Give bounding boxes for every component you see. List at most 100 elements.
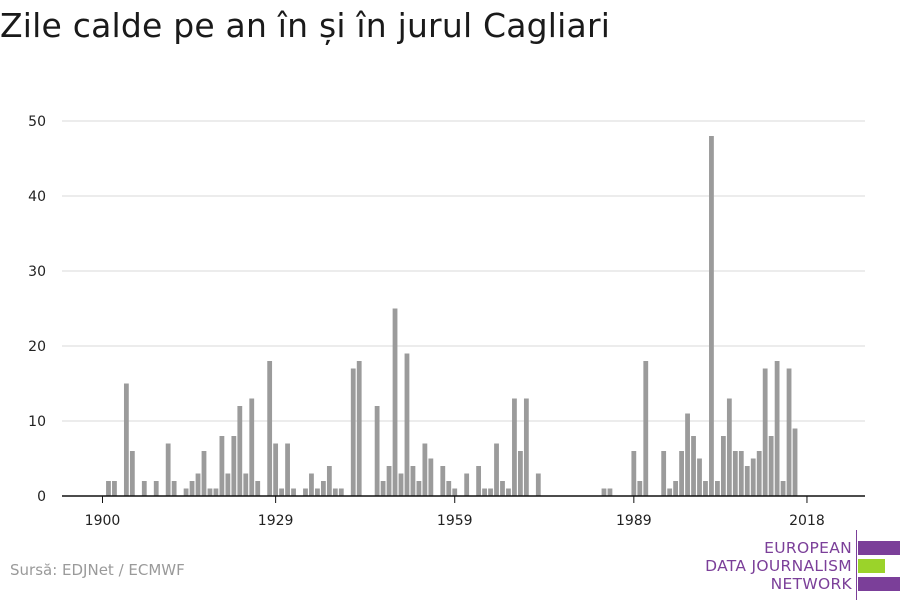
edjnet-logo: EUROPEAN DATA JOURNALISM NETWORK [700, 528, 900, 600]
bar [661, 451, 667, 496]
bar [195, 473, 201, 496]
bar [428, 458, 434, 496]
logo-text-line: NETWORK [770, 575, 852, 593]
bar [213, 488, 219, 496]
bar [715, 481, 720, 496]
bar [380, 481, 386, 496]
bar [607, 488, 613, 496]
bar [535, 473, 541, 496]
bar [482, 488, 487, 496]
bar [523, 398, 529, 496]
bar [732, 451, 738, 496]
bar [279, 488, 284, 496]
bar [285, 443, 290, 496]
bar [673, 481, 679, 496]
bar [392, 308, 398, 496]
bar [404, 353, 410, 496]
bar [679, 451, 684, 496]
logo-text-line: EUROPEAN [764, 539, 852, 557]
bar [756, 451, 762, 496]
bar [631, 451, 637, 496]
bar [410, 466, 416, 496]
bar [231, 436, 237, 496]
bar [153, 481, 159, 496]
bars [106, 136, 798, 496]
y-tick-label: 40 [28, 189, 46, 205]
x-tick-label: 1959 [437, 513, 473, 529]
logo-text-line: DATA JOURNALISM [705, 557, 852, 575]
bar [703, 481, 708, 496]
bar [350, 368, 356, 496]
bar [320, 481, 326, 496]
bar [601, 488, 607, 496]
bar [476, 466, 482, 496]
bar [440, 466, 446, 496]
bar [291, 488, 296, 496]
bar [129, 451, 135, 496]
bar [386, 466, 392, 496]
bar [792, 428, 798, 496]
logo-bar-purple [858, 541, 900, 555]
bar [786, 368, 792, 496]
bar [326, 466, 332, 496]
bar [422, 443, 428, 496]
bar [697, 458, 702, 496]
y-tick-label: 20 [28, 339, 46, 355]
source-note: Sursă: EDJNet / ECMWF [10, 561, 185, 579]
bar [171, 481, 177, 496]
bar [273, 443, 279, 496]
bar [774, 361, 780, 496]
axes: 0 10 20 30 40 50 1900 1929 1959 1989 2018 [28, 114, 865, 529]
bar [762, 368, 768, 496]
bar [488, 488, 493, 496]
bar [243, 473, 249, 496]
bar [726, 398, 732, 496]
bar [744, 466, 750, 496]
bar [112, 481, 117, 496]
x-tick-label: 2018 [789, 513, 825, 529]
bar [518, 451, 523, 496]
bar [506, 488, 511, 496]
bar [141, 481, 147, 496]
bar [106, 481, 111, 496]
bar [464, 473, 470, 496]
bar [374, 406, 380, 496]
x-tick-label: 1989 [616, 513, 652, 529]
bar [338, 488, 344, 496]
bar [398, 473, 404, 496]
logo-divider [856, 530, 857, 600]
bar [768, 436, 774, 496]
bar [685, 413, 690, 496]
bar [356, 361, 362, 496]
bar [667, 488, 673, 496]
chart-title: Zile calde pe an în și în jurul Cagliari [0, 6, 611, 45]
bar [315, 488, 320, 496]
bar [738, 451, 744, 496]
bar [201, 451, 207, 496]
bar [237, 406, 243, 496]
bar [750, 458, 756, 496]
bar [123, 383, 129, 496]
y-tick-label: 50 [28, 114, 46, 130]
y-tick-label: 30 [28, 264, 46, 280]
bar [189, 481, 195, 496]
y-tick-label: 10 [28, 414, 46, 430]
bar [720, 436, 726, 496]
bar [500, 481, 505, 496]
bar [183, 488, 189, 496]
bar [249, 398, 255, 496]
bar [780, 481, 786, 496]
bar [416, 481, 422, 496]
bar [446, 481, 452, 496]
bar [512, 398, 517, 496]
bar [267, 361, 273, 496]
bar [643, 361, 649, 496]
bar [309, 473, 314, 496]
logo-bar-green [858, 559, 885, 573]
logo-bar-purple [858, 577, 900, 591]
bar [219, 436, 225, 496]
bar [332, 488, 338, 496]
x-tick-label: 1929 [258, 513, 294, 529]
bar [452, 488, 458, 496]
gridlines [62, 120, 865, 422]
